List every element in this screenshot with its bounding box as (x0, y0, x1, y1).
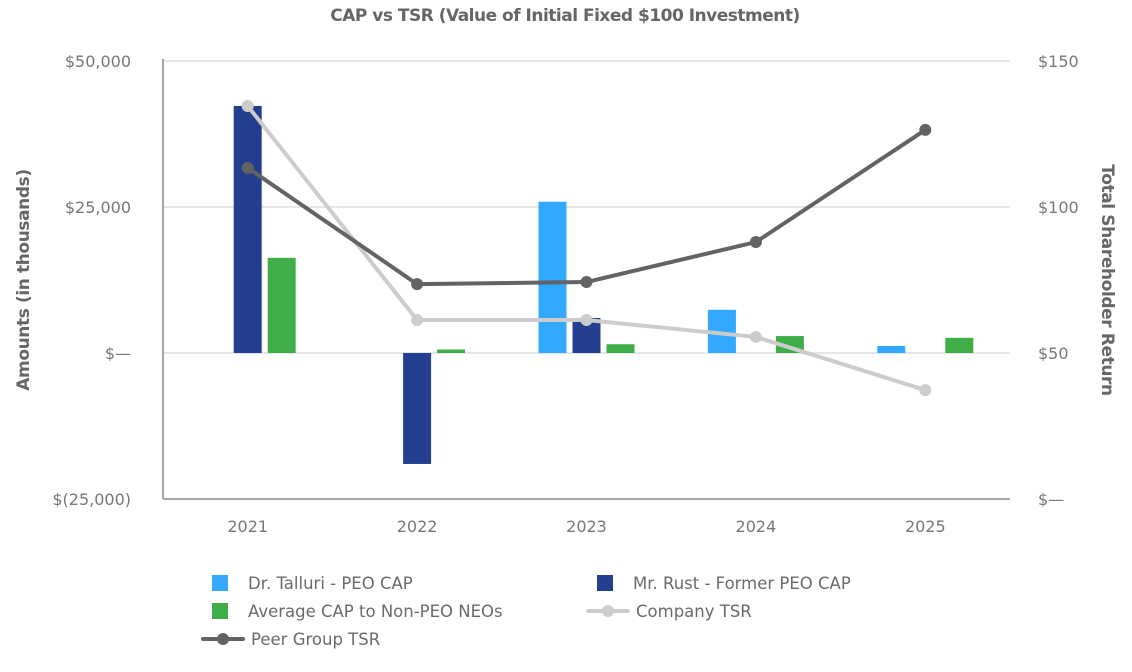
tsr-lines (241, 99, 932, 397)
legend-item-rust-former-peo-cap: Mr. Rust - Former PEO CAP (583, 572, 851, 594)
legend-item-talluri-peo-cap: Dr. Talluri - PEO CAP (198, 572, 413, 594)
legend-label: Peer Group TSR (251, 629, 381, 649)
point-peer-group-tsr-2022 (411, 278, 424, 291)
point-peer-group-tsr-2023 (580, 276, 593, 289)
left-tick-label: $(25,000) (52, 490, 131, 509)
bar-average-cap-to-non-peo-neos-2025 (945, 337, 974, 353)
bar-average-cap-to-non-peo-neos-2021 (267, 257, 296, 353)
bar-dr-talluri-peo-cap-2023 (538, 201, 567, 353)
legend-swatch-average-cap (212, 603, 228, 619)
right-tick-label: $100 (1038, 198, 1079, 217)
point-peer-group-tsr-2025 (919, 123, 932, 136)
left-tick-label: $— (105, 344, 131, 363)
left-axis-title: Amounts (in thousands) (14, 169, 34, 391)
legend-line-company-tsr-icon (586, 603, 630, 619)
bar-dr-talluri-peo-cap-2025 (877, 345, 906, 353)
point-company-tsr-2025 (919, 384, 932, 397)
bar-average-cap-to-non-peo-neos-2022 (437, 349, 466, 353)
right-tick-label: $50 (1038, 344, 1069, 363)
chart-title: CAP vs TSR (Value of Initial Fixed $100 … (330, 6, 800, 26)
left-tick-label: $25,000 (65, 198, 131, 217)
right-tick-label: $150 (1038, 52, 1079, 71)
point-company-tsr-2021 (241, 99, 254, 112)
legend-label: Dr. Talluri - PEO CAP (248, 573, 413, 593)
x-axis-ticks: 2021 2022 2023 2024 2025 (227, 517, 945, 536)
bar-average-cap-to-non-peo-neos-2023 (606, 344, 635, 353)
legend-item-peer-group-tsr: Peer Group TSR (201, 628, 380, 650)
x-tick-label: 2025 (905, 517, 946, 536)
bar-mr-rust-former-peo-cap-2021 (233, 105, 262, 353)
right-axis-title: Total Shareholder Return (1097, 164, 1117, 395)
legend-label: Mr. Rust - Former PEO CAP (633, 573, 851, 593)
legend-swatch-rust (597, 575, 613, 591)
legend-label: Company TSR (636, 601, 752, 621)
x-tick-label: 2024 (736, 517, 777, 536)
point-peer-group-tsr-2024 (749, 236, 762, 249)
bar-mr-rust-former-peo-cap-2022 (403, 353, 432, 464)
legend-line-peer-tsr-icon (201, 631, 245, 647)
point-company-tsr-2023 (580, 314, 593, 327)
left-axis-ticks: $50,000 $25,000 $— $(25,000) (52, 52, 131, 509)
legend: Dr. Talluri - PEO CAP Mr. Rust - Former … (198, 570, 958, 660)
left-tick-label: $50,000 (65, 52, 131, 71)
bars (233, 105, 974, 464)
right-tick-label: $— (1038, 490, 1064, 509)
x-tick-label: 2022 (397, 517, 438, 536)
legend-label: Average CAP to Non-PEO NEOs (248, 601, 503, 621)
point-company-tsr-2022 (411, 314, 424, 327)
axes (162, 59, 1010, 500)
right-axis-ticks: $150 $100 $50 $— (1038, 52, 1079, 509)
x-tick-label: 2023 (566, 517, 607, 536)
point-peer-group-tsr-2021 (241, 161, 254, 174)
x-tick-label: 2021 (227, 517, 268, 536)
legend-swatch-talluri (212, 575, 228, 591)
legend-item-average-cap-non-peo: Average CAP to Non-PEO NEOs (198, 600, 503, 622)
legend-item-company-tsr: Company TSR (586, 600, 752, 622)
point-company-tsr-2024 (749, 330, 762, 343)
